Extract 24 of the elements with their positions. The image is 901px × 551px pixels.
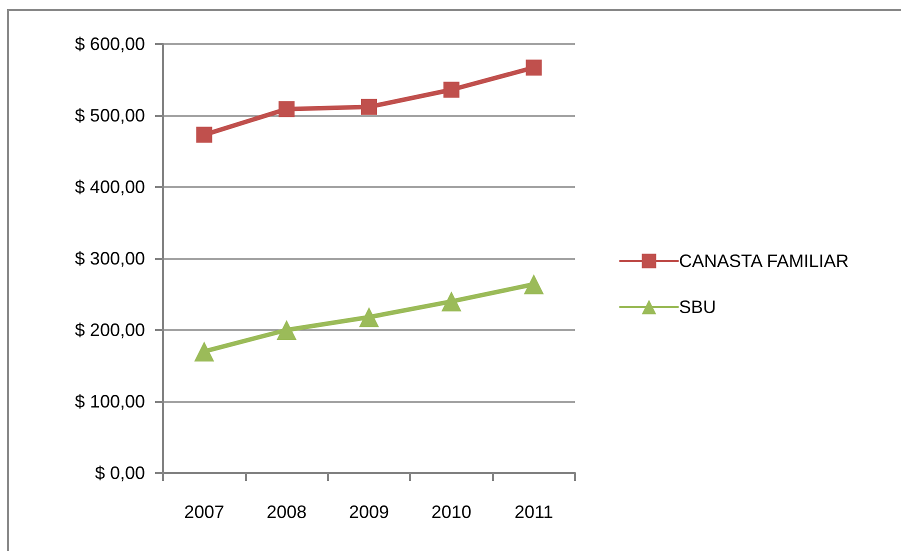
legend-label: SBU (679, 297, 716, 317)
x-tick-label: 2010 (431, 502, 472, 522)
point (524, 274, 544, 294)
point (441, 291, 462, 312)
x-tick-label: 2011 (514, 502, 554, 522)
y-tick-label: $ 0,00 (94, 463, 145, 483)
point (276, 320, 297, 340)
point (443, 82, 460, 98)
y-tick-label: $ 300,00 (74, 248, 145, 268)
y-tick-label: $ 600,00 (74, 34, 145, 54)
point (526, 60, 542, 76)
point (361, 98, 377, 115)
x-tick-label: 2009 (348, 502, 390, 522)
point (196, 126, 212, 143)
point (194, 341, 214, 362)
x-tick-label: 2007 (184, 502, 224, 522)
x-tick-label: 2008 (266, 502, 307, 522)
y-tick-label: $ 400,00 (74, 177, 145, 197)
y-tick-label: $ 500,00 (74, 106, 145, 126)
y-tick-label: $ 200,00 (74, 320, 145, 340)
legend-label: CANASTA FAMILIAR (679, 251, 849, 271)
point (278, 101, 295, 118)
y-tick-label: $ 100,00 (74, 392, 145, 412)
point (359, 307, 379, 328)
